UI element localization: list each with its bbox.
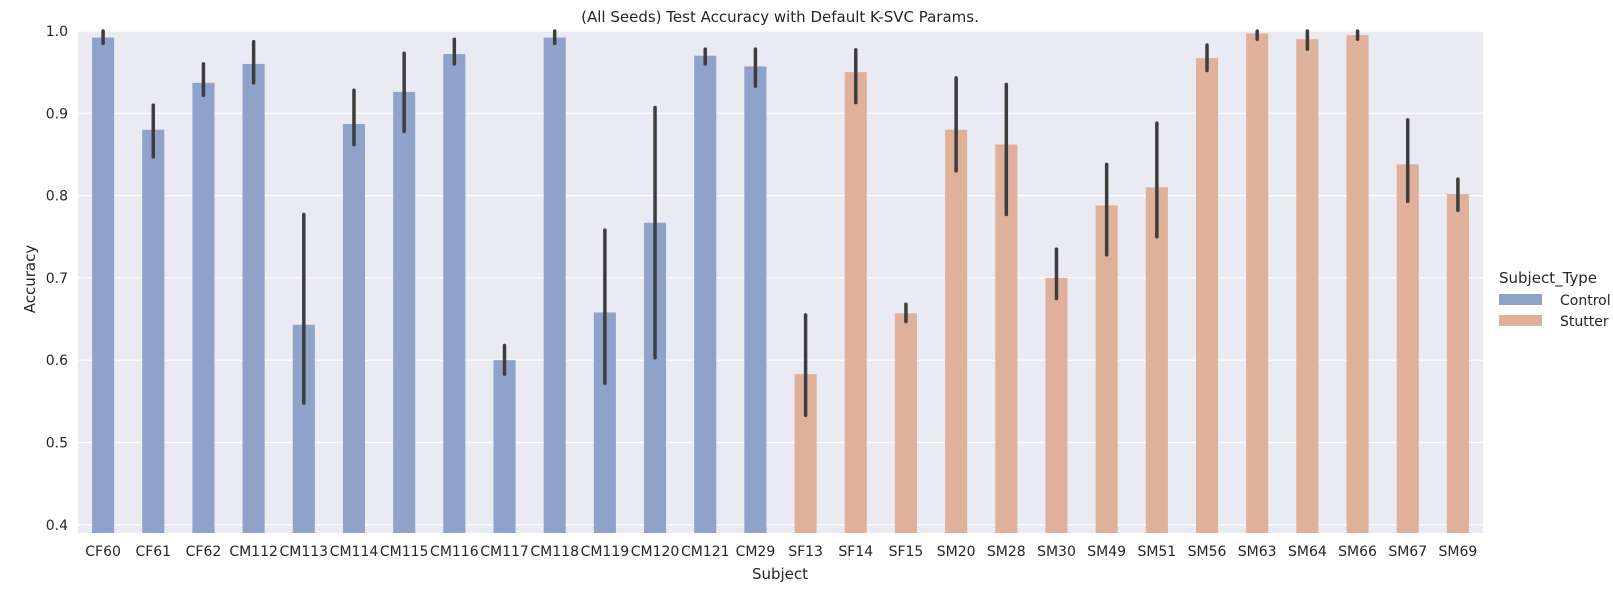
bar-control: [694, 55, 717, 533]
x-tick-label: SF14: [838, 544, 873, 560]
legend-label-control: Control: [1560, 293, 1611, 309]
x-tick-label: SM20: [937, 544, 976, 560]
x-tick-label: CM114: [330, 544, 379, 560]
x-tick-label: CM115: [380, 544, 429, 560]
x-tick-label: CM119: [581, 544, 630, 560]
bar-stutter: [794, 374, 817, 533]
x-axis: CF60 CF61 CF62 CM112 CM113 CM114 CM115 CM116 CM1…: [85, 544, 1477, 560]
bar-control: [142, 129, 165, 534]
y-tick-label: 0.5: [46, 435, 68, 451]
bar-control: [92, 37, 115, 533]
plot-area: [78, 31, 1483, 533]
bar-control: [593, 312, 616, 533]
bar-stutter: [995, 144, 1018, 534]
bar-control: [192, 82, 215, 534]
bar-stutter: [894, 313, 917, 533]
x-tick-label: SF13: [788, 544, 823, 560]
x-tick-label: CM121: [681, 544, 730, 560]
y-tick-label: 0.6: [46, 353, 68, 369]
x-tick-label: SM56: [1188, 544, 1227, 560]
x-tick-label: SM64: [1288, 544, 1327, 560]
bar-stutter: [1346, 35, 1369, 534]
bar-control: [543, 37, 566, 533]
y-axis: 0.4 0.5 0.6 0.7 0.8 0.9 1.0: [46, 24, 68, 534]
bar-control: [493, 360, 516, 533]
bar-stutter: [1446, 193, 1469, 533]
x-tick-label: SM28: [987, 544, 1026, 560]
y-tick-label: 1.0: [46, 24, 68, 40]
x-tick-label: CM29: [736, 544, 776, 560]
error-bars: [101, 29, 1460, 418]
bar-stutter: [1246, 33, 1269, 534]
y-tick-label: 0.8: [46, 189, 68, 205]
bar-control: [342, 123, 366, 534]
x-tick-label: CM120: [631, 544, 680, 560]
bar-control: [744, 66, 767, 533]
legend: Subject_Type Control Stutter: [1499, 269, 1611, 330]
bar-stutter: [1095, 205, 1118, 533]
y-tick-label: 0.4: [46, 518, 68, 534]
y-axis-title: Accuracy: [21, 245, 39, 314]
bar-stutter: [844, 72, 867, 534]
x-tick-label: SM66: [1338, 544, 1377, 560]
bar-control: [644, 222, 667, 533]
x-tick-label: SF15: [889, 544, 924, 560]
x-tick-label: CM113: [280, 544, 329, 560]
x-tick-label: CF61: [135, 544, 171, 560]
x-tick-label: SM63: [1238, 544, 1277, 560]
y-tick-label: 0.7: [46, 271, 68, 287]
x-axis-title: Subject: [752, 565, 808, 583]
x-tick-label: SM51: [1137, 544, 1176, 560]
x-tick-label: SM30: [1037, 544, 1076, 560]
legend-swatch-control: [1499, 294, 1542, 305]
bar-stutter: [1145, 187, 1168, 533]
legend-label-stutter: Stutter: [1560, 314, 1609, 330]
bar-control: [443, 54, 466, 533]
x-tick-label: SM69: [1439, 544, 1478, 560]
bar-stutter: [1045, 277, 1068, 533]
chart-title: (All Seeds) Test Accuracy with Default K…: [581, 8, 979, 26]
x-tick-label: CF60: [85, 544, 121, 560]
x-tick-label: CF62: [186, 544, 222, 560]
x-tick-label: CM117: [480, 544, 529, 560]
y-tick-label: 0.9: [46, 106, 68, 122]
bars: [92, 33, 1469, 534]
bar-stutter: [945, 129, 968, 534]
x-tick-label: SM49: [1087, 544, 1126, 560]
bar-control: [393, 91, 416, 533]
x-tick-label: CM112: [229, 544, 278, 560]
bar-stutter: [1396, 164, 1419, 533]
bar-stutter: [1195, 58, 1219, 533]
x-tick-label: SM67: [1388, 544, 1427, 560]
bar-control: [242, 63, 265, 534]
bar-stutter: [1296, 39, 1319, 534]
bar-control: [292, 324, 315, 533]
legend-swatch-stutter: [1499, 315, 1542, 326]
x-tick-label: CM118: [530, 544, 579, 560]
legend-title: Subject_Type: [1499, 269, 1597, 288]
x-tick-label: CM116: [430, 544, 479, 560]
